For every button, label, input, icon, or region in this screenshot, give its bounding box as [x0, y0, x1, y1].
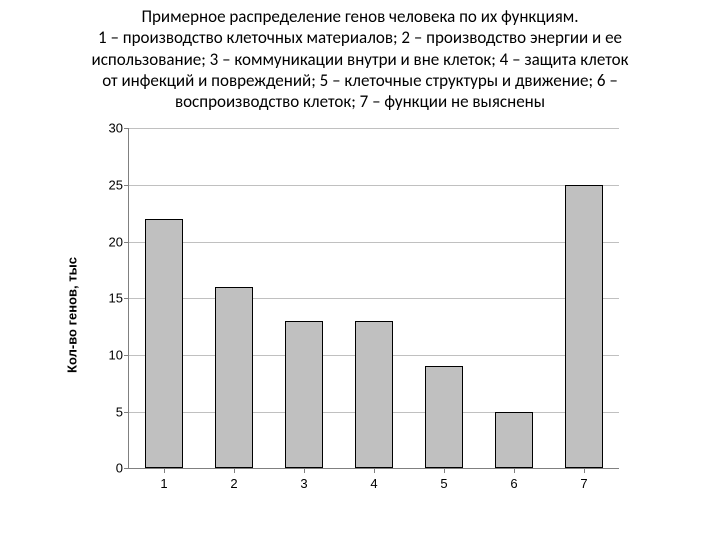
bar: [495, 412, 534, 469]
x-tick-label: 5: [440, 468, 447, 491]
plot-area: 0510152025301234567: [128, 128, 619, 469]
title-line: Примерное распределение генов человека п…: [20, 6, 700, 27]
title-line: 1 – производство клеточных материалов; 2…: [20, 27, 700, 48]
title-block: Примерное распределение генов человека п…: [20, 6, 700, 112]
bar: [285, 321, 324, 468]
y-tick-label: 10: [109, 347, 129, 362]
x-tick-label: 7: [580, 468, 587, 491]
x-tick-label: 2: [230, 468, 237, 491]
x-tick-label: 4: [370, 468, 377, 491]
y-axis-label: Кол-во генов, тыс: [65, 257, 80, 373]
bar: [565, 185, 604, 468]
title-line: от инфекций и повреждений; 5 – клеточные…: [20, 70, 700, 91]
bar-chart: Кол-во генов, тыс 0510152025301234567: [80, 120, 640, 510]
gridline: [129, 298, 619, 299]
bar: [145, 219, 184, 468]
title-line: использование; 3 – коммуникации внутри и…: [20, 49, 700, 70]
gridline: [129, 242, 619, 243]
y-tick-label: 15: [109, 291, 129, 306]
y-tick-label: 0: [116, 461, 129, 476]
y-tick-label: 30: [109, 121, 129, 136]
x-tick-label: 1: [160, 468, 167, 491]
gridline: [129, 128, 619, 129]
y-tick-label: 25: [109, 177, 129, 192]
y-tick-label: 5: [116, 404, 129, 419]
bar: [215, 287, 254, 468]
x-tick-label: 6: [510, 468, 517, 491]
page: Примерное распределение генов человека п…: [0, 0, 720, 540]
bar: [355, 321, 394, 468]
gridline: [129, 185, 619, 186]
y-tick-label: 20: [109, 234, 129, 249]
x-tick-label: 3: [300, 468, 307, 491]
bar: [425, 366, 464, 468]
title-line: воспроизводство клеток; 7 – функции не в…: [20, 91, 700, 112]
